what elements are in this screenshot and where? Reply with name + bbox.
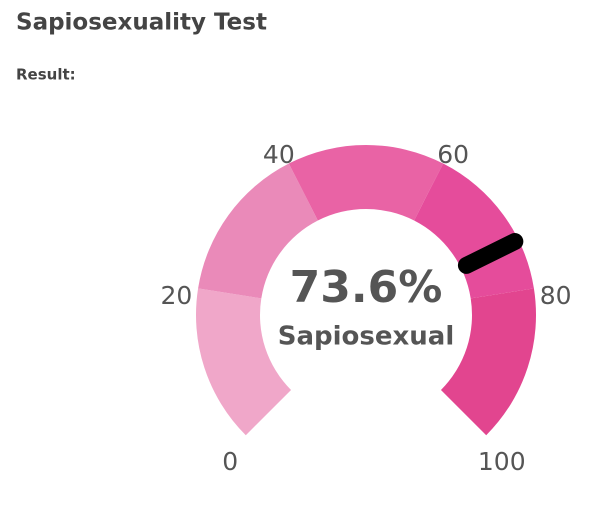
result-label: Sapiosexual [278, 322, 455, 352]
needle [457, 233, 524, 274]
subtitle: Result: [16, 66, 76, 84]
title: Sapiosexuality Test [16, 10, 267, 36]
gauge-band [198, 163, 318, 299]
gauge-band [440, 288, 537, 436]
gauge-band [196, 288, 292, 436]
gauge-band [414, 163, 534, 299]
tick-label: 100 [478, 447, 526, 476]
tick-label: 60 [437, 140, 469, 169]
tick-label: 80 [540, 281, 572, 310]
value-label: 73.6% [290, 262, 443, 313]
gauge-band [288, 145, 444, 221]
tick-label: 40 [263, 140, 295, 169]
tick-label: 20 [160, 281, 192, 310]
tick-label: 0 [222, 447, 238, 476]
